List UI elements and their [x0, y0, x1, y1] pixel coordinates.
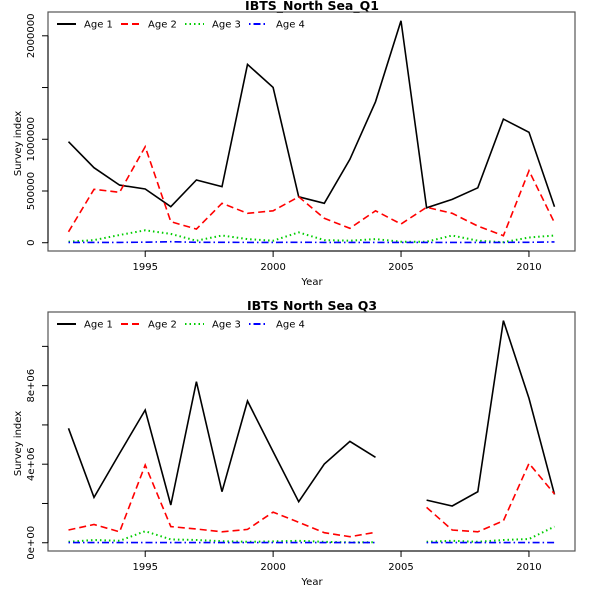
legend-label: Age 3 — [212, 20, 241, 31]
x-tick-label: 2005 — [388, 562, 413, 573]
y-tick-label: 1000000 — [26, 117, 37, 162]
chart-panel-1: IBTS_North Sea_Q1 1995 2000 2005 2010 Year 0 50… — [13, 0, 576, 288]
chart-panel-2: IBTS North Sea Q3 1995 2000 2005 2010 Year 0e+… — [13, 298, 576, 588]
x-tick-label: 2000 — [260, 262, 285, 273]
y-axis-label: Survey index — [13, 411, 24, 476]
x-axis-label: Year — [300, 577, 323, 588]
legend-label: Age 3 — [212, 320, 241, 331]
series-line-age-2 — [68, 461, 556, 538]
chart-title: IBTS_North Sea_Q1 — [245, 0, 379, 14]
plot-area-border — [47, 311, 576, 552]
x-axis-label: Year — [300, 277, 323, 288]
y-tick-label: 8e+06 — [26, 369, 37, 403]
x-tick-label: 2010 — [516, 262, 541, 273]
legend-label: Age 2 — [148, 320, 177, 331]
series-line-age-3 — [68, 525, 555, 544]
plot-area-border — [47, 11, 576, 252]
legend-label: Age 2 — [148, 20, 177, 31]
x-tick-label: 2010 — [516, 562, 541, 573]
y-tick-label: 2000000 — [26, 14, 37, 59]
y-tick-label: 0e+00 — [26, 526, 37, 560]
x-tick-label: 1995 — [132, 262, 157, 273]
chart-title: IBTS North Sea Q3 — [247, 298, 377, 313]
legend-label: Age 1 — [84, 20, 113, 31]
y-tick-label: 0 — [26, 240, 37, 246]
x-tick-label: 2005 — [388, 262, 413, 273]
series-line-age-1 — [67, 20, 556, 209]
y-axis-label: Survey index — [13, 111, 24, 176]
y-tick-label: 500000 — [26, 172, 37, 210]
y-tick-label: 4e+06 — [26, 447, 37, 481]
legend-label: Age 1 — [84, 320, 113, 331]
series-line-age-4 — [68, 240, 555, 244]
series-line-age-2 — [67, 144, 556, 237]
series-line-age-1 — [67, 320, 556, 507]
legend-label: Age 4 — [276, 20, 305, 31]
legend-label: Age 4 — [276, 320, 305, 331]
x-tick-label: 1995 — [132, 562, 157, 573]
x-tick-label: 2000 — [260, 562, 285, 573]
series-line-age-3 — [68, 229, 555, 244]
